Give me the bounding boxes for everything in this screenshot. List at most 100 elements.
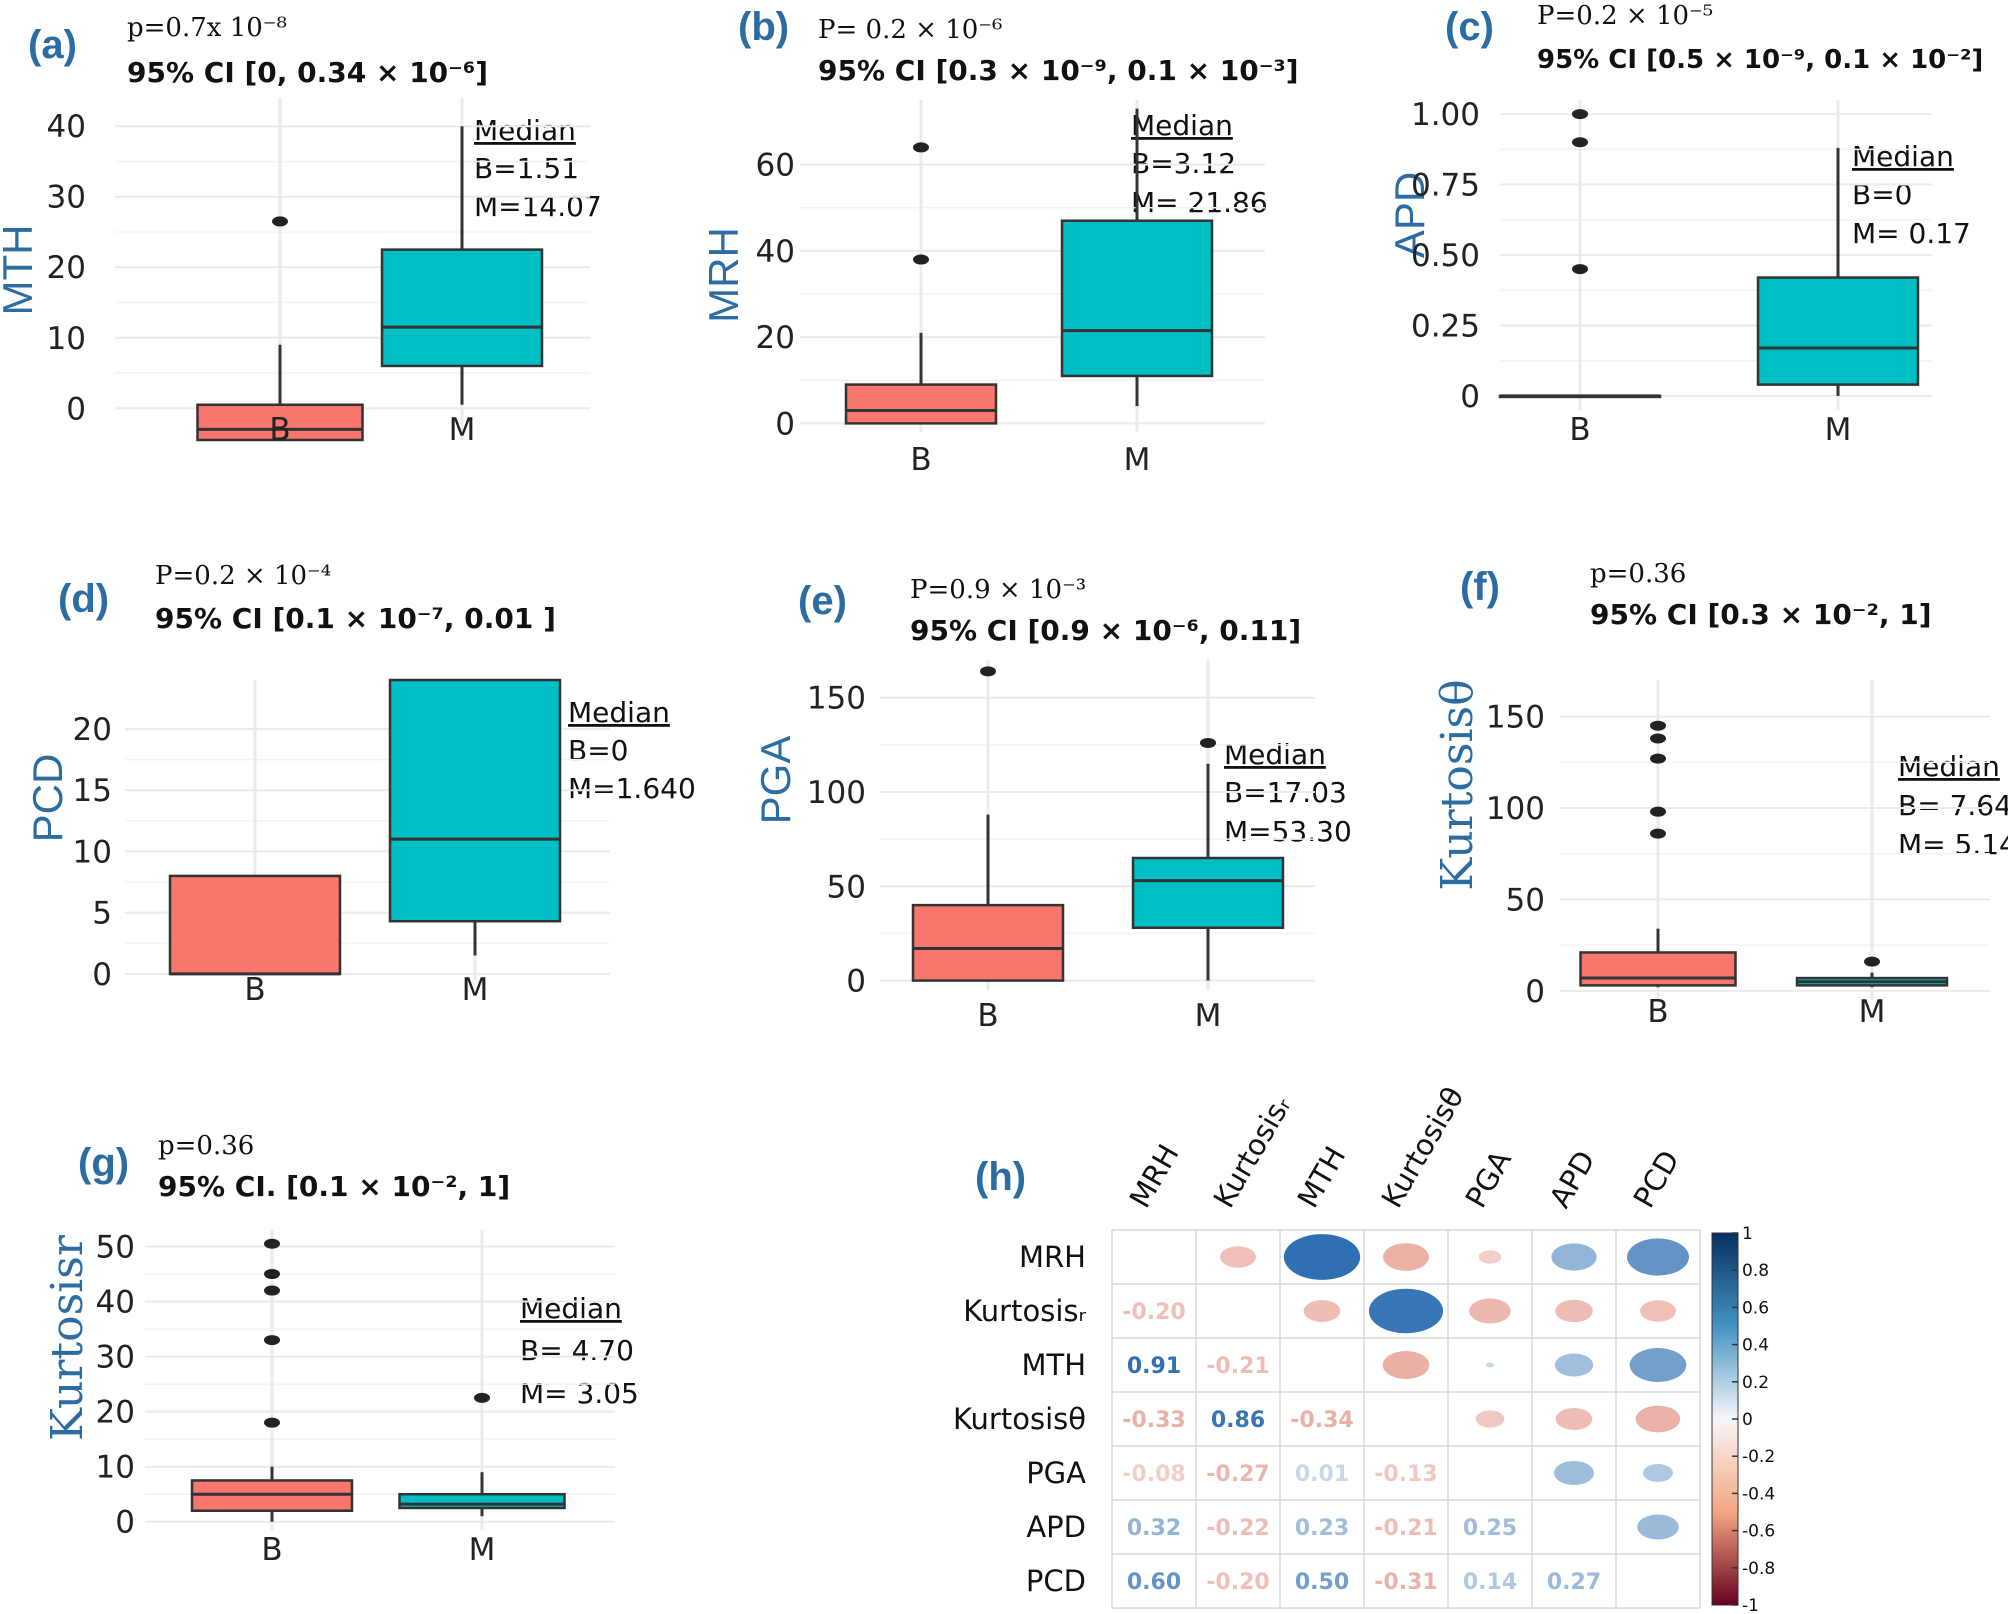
correlation-circle <box>1220 1246 1256 1268</box>
ci-e: 95% CI [0.9 × 10⁻⁶, 0.11] <box>910 614 1301 647</box>
median-m-b: M= 21.86 <box>1131 186 1268 219</box>
y-tick-label: 50 <box>827 869 866 905</box>
p-value-g: p=0.36 <box>158 1131 254 1161</box>
box-M <box>1756 276 1920 386</box>
outlier-point <box>1650 733 1666 744</box>
panel-letter-b: (b) <box>738 5 789 49</box>
correlation-circle <box>1382 1351 1430 1379</box>
y-tick-label: 50 <box>96 1230 135 1266</box>
median-title-d: Median <box>568 696 670 729</box>
row-label: Kurtosisθ <box>953 1402 1086 1436</box>
median-title-c: Median <box>1852 140 1954 173</box>
boxplot-e: 0 50 100 150 B M <box>807 660 1315 1034</box>
correlation-circle <box>1555 1299 1593 1323</box>
y-tick-label: 150 <box>807 681 866 717</box>
p-value-d: P=0.2 × 10⁻⁴ <box>155 561 331 591</box>
correlation-value: -0.20 <box>1206 1570 1269 1595</box>
outlier-point <box>264 1238 280 1249</box>
row-label: Kurtosisᵣ <box>963 1294 1086 1328</box>
outlier-point <box>1572 137 1588 148</box>
boxplot-g: 0 10 20 30 40 50 B M <box>96 1230 615 1568</box>
outlier-point <box>1650 828 1666 839</box>
boxplot-a: 0 10 20 30 40 B M <box>47 98 590 448</box>
ylabel-a: MTH <box>0 225 41 316</box>
row-label: MTH <box>1021 1348 1086 1382</box>
ylabel-f: Kurtosisθ <box>1432 679 1483 890</box>
y-tick-label: 20 <box>73 712 112 748</box>
panel-a-text: (a) p=0.7x 10⁻⁸ 95% CI [0, 0.34 × 10⁻⁶] <box>28 13 488 89</box>
panel-letter-g: (g) <box>78 1141 129 1185</box>
correlation-circle <box>1635 1405 1681 1433</box>
correlation-value: 0.14 <box>1463 1570 1517 1595</box>
median-b-c: B=0 <box>1852 178 1912 211</box>
correlation-value: -0.31 <box>1374 1570 1437 1595</box>
ci-a: 95% CI [0, 0.34 × 10⁻⁶] <box>127 56 488 89</box>
outlier-point <box>474 1392 490 1403</box>
column-label: MRH <box>1123 1138 1186 1213</box>
box-M <box>388 678 562 923</box>
box-B <box>196 403 364 442</box>
outlier-point <box>1650 720 1666 731</box>
colorbar-tick-label: -1 <box>1742 1596 1759 1614</box>
panel-c-text: (c) P=0.2 × 10⁻⁵ 95% CI [0.5 × 10⁻⁹, 0.1… <box>1445 1 1983 75</box>
row-label: PCD <box>1026 1564 1086 1598</box>
y-tick-label: 10 <box>47 321 86 357</box>
median-m-f: M= 5.14 <box>1898 828 2008 861</box>
correlation-value: -0.34 <box>1290 1408 1353 1433</box>
y-tick-label: 0.50 <box>1411 238 1480 274</box>
ylabel-b: MRH <box>700 227 747 323</box>
median-title-f: Median <box>1898 750 2000 783</box>
x-tick-label: B <box>977 998 998 1034</box>
median-g: Median B= 4.70 M= 3.05 <box>520 1292 639 1410</box>
panel-f-text: (f) p=0.36 95% CI [0.3 × 10⁻², 1] <box>1460 559 1932 631</box>
colorbar-tick-label: 1 <box>1742 1224 1753 1244</box>
median-b-a: B=1.51 <box>474 152 579 185</box>
median-title-a: Median <box>474 114 576 147</box>
median-d: Median B=0 M=1.640 <box>568 696 696 805</box>
median-title-g: Median <box>520 1292 622 1325</box>
column-label: Kurtosisθ <box>1375 1081 1471 1213</box>
y-tick-label: 60 <box>756 148 795 184</box>
correlation-circle <box>1627 1238 1689 1276</box>
correlation-circle <box>1643 1464 1673 1482</box>
correlation-heatmap: MRHMRHKurtosisᵣKurtosisᵣMTHMTHKurtosisθK… <box>953 1081 1775 1614</box>
x-tick-label: B <box>1647 994 1668 1030</box>
colorbar-tick-label: 0.6 <box>1742 1298 1769 1318</box>
outlier-point <box>1864 956 1880 967</box>
correlation-value: -0.21 <box>1374 1516 1437 1541</box>
colorbar-tick-label: 0 <box>1742 1410 1753 1430</box>
correlation-circle <box>1637 1514 1679 1540</box>
median-b-b: B=3.12 <box>1131 147 1236 180</box>
row-label: APD <box>1026 1510 1086 1544</box>
correlation-circle <box>1554 1353 1594 1377</box>
boxplot-b: 0 20 40 60 B M <box>756 100 1265 478</box>
x-tick-label: B <box>910 442 931 478</box>
median-b-f: B= 7.64 <box>1898 789 2008 822</box>
y-tick-label: 20 <box>47 250 86 286</box>
x-tick-label: B <box>1569 412 1590 448</box>
colorbar-tick-label: -0.8 <box>1742 1559 1775 1579</box>
y-tick-label: 30 <box>47 180 86 216</box>
y-tick-label: 0.75 <box>1411 168 1480 204</box>
correlation-value: -0.20 <box>1122 1300 1185 1325</box>
y-tick-label: 40 <box>756 234 795 270</box>
panel-letter-h: (h) <box>975 1155 1026 1199</box>
x-tick-label: M <box>1124 442 1151 478</box>
correlation-circle <box>1629 1348 1687 1382</box>
median-m-g: M= 3.05 <box>520 1377 639 1410</box>
x-tick-label: M <box>1859 994 1886 1030</box>
panel-d-text: (d) P=0.2 × 10⁻⁴ 95% CI [0.1 × 10⁻⁷, 0.0… <box>58 561 556 635</box>
outlier-point <box>1572 109 1588 120</box>
correlation-circle <box>1475 1410 1505 1428</box>
y-tick-label: 1.00 <box>1411 97 1480 133</box>
box-M <box>1131 856 1285 930</box>
y-tick-label: 30 <box>96 1340 135 1376</box>
x-tick-label: B <box>244 972 265 1008</box>
y-tick-label: 0.25 <box>1411 308 1480 344</box>
ci-d: 95% CI [0.1 × 10⁻⁷, 0.01 ] <box>155 602 556 635</box>
ci-b: 95% CI [0.3 × 10⁻⁹, 0.1 × 10⁻³] <box>818 54 1299 87</box>
boxplot-d: 0 5 10 15 20 B M <box>73 678 610 1008</box>
median-b-d: B=0 <box>568 734 628 767</box>
panel-b-text: (b) P= 0.2 × 10⁻⁶ 95% CI [0.3 × 10⁻⁹, 0.… <box>738 5 1299 87</box>
